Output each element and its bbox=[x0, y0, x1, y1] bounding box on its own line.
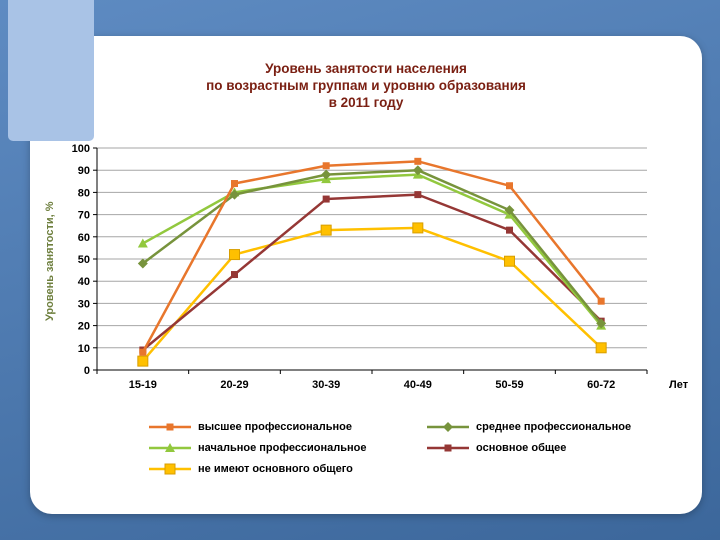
decorative-accent-block bbox=[8, 0, 94, 141]
x-tick-label: 50-59 bbox=[495, 379, 523, 391]
legend-label: среднее профессиональное bbox=[476, 420, 632, 433]
x-tick-label: 60-72 bbox=[587, 379, 615, 391]
series-marker-square bbox=[444, 444, 452, 451]
y-tick-label: 10 bbox=[78, 343, 90, 355]
legend-marker-triangle bbox=[149, 442, 191, 452]
line-chart: 0 10 20 30 40 50 60 70 80 90 100 15-19 20-29 30-39 40-… bbox=[72, 143, 689, 391]
series-marker-square-large bbox=[137, 355, 149, 367]
x-tick-label: 20-29 bbox=[220, 379, 248, 391]
series-marker-diamond bbox=[412, 165, 423, 176]
legend-marker-square bbox=[427, 444, 469, 451]
legend-item: среднее профессиональное bbox=[426, 419, 631, 434]
legend-label: начальное профессиональное bbox=[198, 441, 367, 454]
x-tick-label: 40-49 bbox=[404, 379, 432, 391]
x-axis-unit-label: Лет bbox=[669, 379, 689, 391]
legend-item: не имеют основного общего bbox=[148, 461, 400, 476]
series-marker-square-large bbox=[504, 255, 515, 267]
series-marker-square bbox=[139, 348, 147, 356]
series-marker-square-large bbox=[412, 222, 424, 234]
legend-label: не имеют основного общего bbox=[198, 462, 353, 475]
series-marker-square bbox=[597, 297, 605, 305]
series-marker-square-large bbox=[229, 249, 240, 261]
series-marker-diamond bbox=[137, 258, 148, 269]
legend-label: высшее профессиональное bbox=[198, 420, 352, 433]
series-marker-square bbox=[322, 162, 330, 170]
y-tick-label: 20 bbox=[78, 321, 90, 333]
chart-legend: высшее профессиональное начальное професс… bbox=[148, 416, 631, 479]
y-tick-label: 40 bbox=[78, 276, 90, 288]
series-marker-square bbox=[506, 182, 513, 190]
legend-marker-square bbox=[149, 423, 191, 430]
series-marker-square-large bbox=[164, 463, 176, 474]
series-marker-triangle bbox=[165, 442, 175, 452]
y-tick-label: 80 bbox=[78, 187, 90, 199]
legend-column: среднее профессиональное основное общее bbox=[426, 416, 631, 479]
y-tick-label: 30 bbox=[78, 298, 90, 310]
legend-item: начальное профессиональное bbox=[148, 440, 400, 455]
series-marker-diamond bbox=[229, 189, 240, 200]
series-line bbox=[142, 168, 603, 325]
y-tick-label: 50 bbox=[78, 254, 90, 266]
y-tick-label: 0 bbox=[84, 365, 90, 377]
legend-item: основное общее bbox=[426, 440, 631, 455]
series-line bbox=[142, 193, 603, 351]
series-marker-square bbox=[414, 157, 422, 165]
series-marker-square-large bbox=[595, 342, 607, 354]
chart-title: Уровень занятости населения по возрастны… bbox=[30, 60, 702, 111]
series-marker-square bbox=[231, 180, 238, 188]
legend-marker-diamond bbox=[427, 421, 469, 432]
series-marker-square bbox=[231, 271, 238, 279]
y-tick-label: 60 bbox=[78, 232, 90, 244]
chart-title-line-1: Уровень занятости населения bbox=[265, 61, 467, 76]
y-tick-label: 100 bbox=[72, 143, 90, 155]
legend-label: основное общее bbox=[476, 441, 567, 454]
series-marker-diamond bbox=[596, 318, 607, 329]
chart-title-line-2: по возрастным группам и уровню образован… bbox=[206, 78, 526, 93]
series-line bbox=[141, 160, 603, 353]
legend-marker-square-large bbox=[149, 463, 191, 474]
series-line bbox=[142, 173, 603, 327]
series-marker-square bbox=[166, 423, 174, 430]
series-marker-square bbox=[506, 226, 513, 234]
legend-item: высшее профессиональное bbox=[148, 419, 400, 434]
series-marker-square bbox=[414, 191, 422, 199]
series-marker-square bbox=[322, 195, 330, 203]
series-marker-diamond bbox=[443, 421, 453, 432]
y-tick-label: 70 bbox=[78, 210, 90, 222]
legend-column: высшее профессиональное начальное професс… bbox=[148, 416, 400, 479]
chart-panel: Уровень занятости населения по возрастны… bbox=[30, 36, 702, 514]
y-tick-label: 90 bbox=[78, 165, 90, 177]
series-marker-diamond bbox=[321, 169, 332, 180]
series-marker-square-large bbox=[320, 224, 332, 236]
series-line bbox=[141, 226, 603, 362]
x-tick-label: 30-39 bbox=[312, 379, 340, 391]
chart-title-line-3: в 2011 году bbox=[328, 95, 404, 110]
series-marker-triangle bbox=[137, 238, 148, 248]
series-marker-diamond bbox=[504, 205, 515, 216]
x-tick-label: 15-19 bbox=[129, 379, 157, 391]
